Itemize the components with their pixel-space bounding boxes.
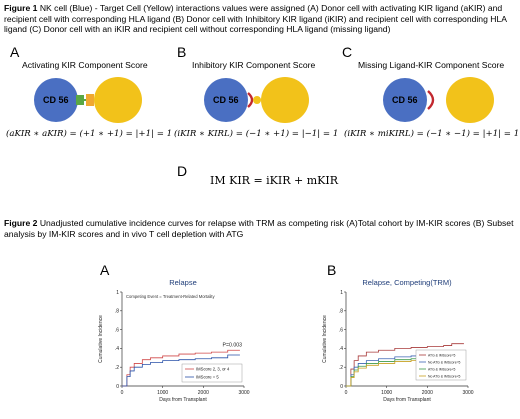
kir-cell-diagrams [34, 77, 494, 123]
cd56-label-b: CD 56 [213, 95, 239, 105]
activating-ligand-icon [86, 94, 94, 106]
y-tick-label: .6 [115, 327, 119, 333]
x-tick-label: 2000 [422, 390, 433, 396]
formula-b: (iKIR ∗ KIRL) = (−1 ∗ +1) = |−1| = 1 [174, 129, 339, 139]
x-tick-label: 3000 [238, 390, 249, 396]
target-cell-a [94, 77, 142, 123]
legend-box [181, 363, 243, 383]
panel-letter-b: B [177, 44, 187, 60]
chart-bg [316, 276, 476, 412]
x-tick-label: 3000 [462, 390, 473, 396]
figure2-caption-text: Unadjusted cumulative incidence curves f… [4, 218, 514, 239]
figure2-label: Figure 2 [4, 218, 38, 228]
y-tick-label: 1 [116, 290, 119, 296]
hla-ligand-icon [253, 96, 261, 104]
y-tick-label: .4 [115, 346, 119, 352]
x-axis-label: Days from Transplant [383, 397, 431, 403]
panel-title-c: Missing Ligand-KIR Component Score [358, 60, 505, 70]
x-tick-label: 2000 [198, 390, 209, 396]
cd56-label-c: CD 56 [392, 95, 418, 105]
p-value-annotation: P=0.003 [223, 343, 243, 349]
figure1-label: Figure 1 [4, 3, 38, 13]
y-tick-label: 0 [340, 384, 343, 390]
series-line-1 [122, 349, 240, 387]
target-cell-c [446, 77, 494, 123]
chart-b: Relapse, Competing(TRM) 0 .2 .4 .6 .8 1 0 1000 20… [316, 276, 476, 412]
figure2-caption: Figure 2 Unadjusted cumulative incidence… [4, 218, 516, 239]
y-tick-label: .8 [339, 309, 343, 315]
nk-cell-c [383, 78, 427, 122]
y-tick-label: .4 [339, 346, 343, 352]
panel-c-diagram [383, 77, 494, 123]
cd56-label-a: CD 56 [43, 95, 69, 105]
y-axis-label: Cumulative Incidence [322, 315, 328, 363]
panel-a-diagram [34, 77, 142, 123]
series-line-2 [122, 354, 240, 387]
y-tick-label: .8 [115, 309, 119, 315]
im-kir-equation: IM KIR = iKIR + mKIR [210, 174, 339, 187]
legend-label: IMScore = 5 [196, 375, 219, 380]
chart-title: Relapse [169, 278, 197, 287]
formula-a: (aKIR ∗ aKIR) = (+1 ∗ +1) = |+1| = 1 [6, 129, 173, 139]
chart-title: Relapse, Competing(TRM) [362, 278, 452, 287]
panel-title-b: Inhibitory KIR Component Score [192, 60, 316, 70]
legend-label: No ATG & IMScore=5 [428, 360, 461, 364]
legend-label: ATG & IMScore<5 [428, 367, 455, 371]
panel-b-diagram [204, 77, 309, 123]
y-tick-label: 0 [116, 384, 119, 390]
y-tick-label: .2 [115, 365, 119, 371]
activating-receptor-icon [76, 95, 84, 105]
legend-label: IMScore 2, 3, or 4 [196, 367, 230, 372]
x-tick-label: 0 [345, 390, 348, 396]
legend-label: ATG & IMScore=5 [428, 353, 455, 357]
y-tick-label: .2 [339, 365, 343, 371]
chart-subtitle: Competing Event = Treatment-Related Mort… [126, 294, 215, 299]
x-axis-label: Days from Transplant [159, 397, 207, 403]
y-tick-label: .6 [339, 327, 343, 333]
chart-letter-b: B [327, 262, 337, 278]
nk-cell-a [34, 78, 78, 122]
figure1-caption: Figure 1 NK cell (Blue) - Target Cell (Y… [4, 3, 516, 35]
y-axis-label: Cumulative Incidence [98, 315, 104, 363]
panel-title-a: Activating KIR Component Score [22, 60, 148, 70]
inhibitory-receptor-icon-c [427, 90, 435, 110]
series-line-1 [346, 343, 464, 387]
figure1-caption-text: NK cell (Blue) - Target Cell (Yellow) in… [4, 3, 507, 35]
chart-a: Relapse Competing Event = Treatment-Relat… [92, 276, 252, 412]
panel-letter-a: A [10, 44, 20, 60]
x-tick-label: 0 [121, 390, 124, 396]
target-cell-b [261, 77, 309, 123]
inhibitory-receptor-icon [247, 92, 254, 108]
x-tick-label: 1000 [157, 390, 168, 396]
panel-letter-d: D [177, 163, 188, 179]
legend-label: No ATG & IMScore<5 [428, 374, 461, 378]
x-tick-label: 1000 [381, 390, 392, 396]
y-tick-label: 1 [340, 290, 343, 296]
formula-c: (iKIR ∗ miKIRL) = (−1 ∗ −1) = |+1| = 1 [344, 129, 520, 139]
chart-bg [92, 276, 252, 412]
chart-letter-a: A [100, 262, 110, 278]
panel-letter-c: C [342, 44, 353, 60]
nk-cell-b [204, 78, 248, 122]
